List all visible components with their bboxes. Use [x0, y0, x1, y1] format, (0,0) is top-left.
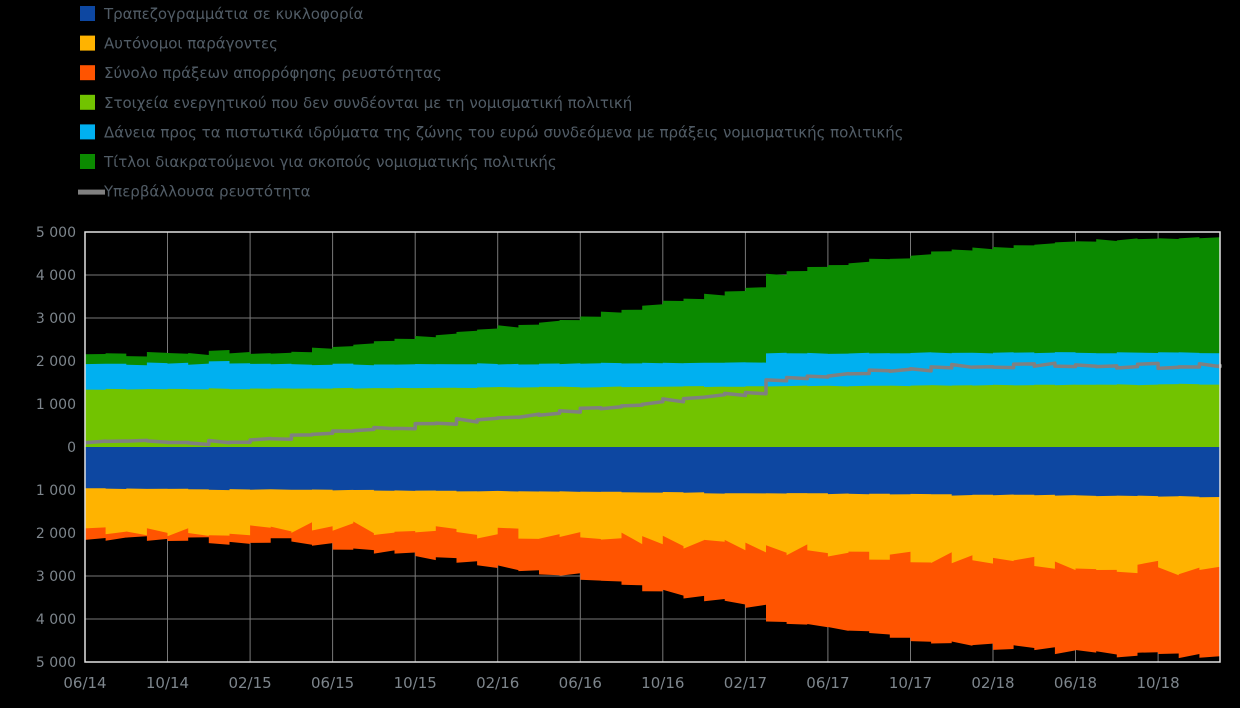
- y-tick-label: 1 000: [36, 397, 76, 413]
- y-tick-label: 3 000: [36, 569, 76, 585]
- legend-line-marker: [78, 189, 105, 195]
- legend-item-mp_securities: Τίτλοι διακρατούμενοι για σκοπούς νομισμ…: [80, 153, 557, 171]
- legend-swatch: [80, 94, 95, 110]
- x-tick-label: 10/14: [146, 674, 189, 692]
- excess-liquidity-line: [84, 361, 1222, 447]
- area-banknotes: [85, 447, 1220, 498]
- x-tick-label: 02/18: [971, 674, 1014, 692]
- y-tick-label: 3 000: [36, 311, 76, 327]
- legend-item-non_mp_assets: Στοιχεία ενεργητικού που δεν συνδέονται …: [80, 94, 632, 112]
- x-tick-label: 10/17: [889, 674, 932, 692]
- x-tick-label: 10/15: [394, 674, 437, 692]
- x-tick-label: 02/15: [228, 674, 271, 692]
- y-tick-label: 5 000: [36, 655, 76, 671]
- legend-item-excess_liquidity: Υπερβάλλουσα ρευστότητα: [78, 183, 311, 201]
- y-tick-label: 1 000: [36, 483, 76, 499]
- legend-swatch: [80, 154, 95, 169]
- x-tick-label: 06/16: [559, 674, 602, 692]
- x-tick-label: 10/16: [641, 674, 684, 692]
- y-tick-label: 2 000: [36, 354, 76, 370]
- x-tick-label: 06/15: [311, 674, 354, 692]
- x-tick-label: 06/17: [806, 674, 849, 692]
- legend-item-liquidity_absorption: Σύνολο πράξεων απορρόφησης ρευστότητας: [80, 64, 442, 82]
- legend-swatch: [80, 35, 95, 51]
- y-tick-label: 0: [67, 440, 76, 456]
- legend-label: Υπερβάλλουσα ρευστότητα: [103, 183, 311, 201]
- x-tick-label: 10/18: [1136, 674, 1179, 692]
- legend-label: Σύνολο πράξεων απορρόφησης ρευστότητας: [104, 64, 442, 82]
- area-non_mp_assets: [85, 383, 1220, 447]
- legend-label: Δάνεια προς τα πιστωτικά ιδρύματα της ζώ…: [104, 123, 904, 141]
- x-tick-label: 06/18: [1054, 674, 1097, 692]
- legend-item-banknotes: Τραπεζογραμμάτια σε κυκλοφορία: [80, 5, 364, 23]
- legend-label: Τραπεζογραμμάτια σε κυκλοφορία: [103, 5, 364, 23]
- y-tick-label: 2 000: [36, 526, 76, 542]
- legend-swatch: [80, 124, 95, 140]
- legend-item-autonomous_factors: Αυτόνομοι παράγοντες: [80, 35, 278, 53]
- legend-swatch: [80, 6, 95, 21]
- x-tick-label: 06/14: [63, 674, 106, 692]
- plot-border: [84, 231, 1221, 663]
- legend-label: Στοιχεία ενεργητικού που δεν συνδέονται …: [104, 94, 632, 112]
- x-tick-label: 02/16: [476, 674, 519, 692]
- x-tick-label: 02/17: [724, 674, 767, 692]
- legend-label: Αυτόνομοι παράγοντες: [104, 35, 278, 53]
- y-tick-label: 4 000: [36, 268, 76, 284]
- legend-swatch: [80, 65, 95, 81]
- y-tick-label: 5 000: [36, 225, 76, 241]
- legend-label: Τίτλοι διακρατούμενοι για σκοπούς νομισμ…: [103, 153, 557, 171]
- y-tick-label: 4 000: [36, 612, 76, 628]
- legend-item-lending: Δάνεια προς τα πιστωτικά ιδρύματα της ζώ…: [80, 123, 904, 141]
